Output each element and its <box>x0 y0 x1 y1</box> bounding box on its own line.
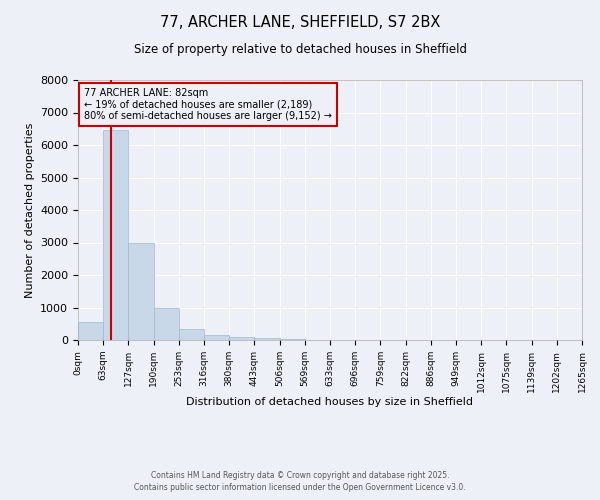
Bar <box>179 328 204 340</box>
Text: Size of property relative to detached houses in Sheffield: Size of property relative to detached ho… <box>133 42 467 56</box>
Text: 77, ARCHER LANE, SHEFFIELD, S7 2BX: 77, ARCHER LANE, SHEFFIELD, S7 2BX <box>160 15 440 30</box>
Y-axis label: Number of detached properties: Number of detached properties <box>25 122 35 298</box>
Bar <box>254 338 280 340</box>
Text: Contains public sector information licensed under the Open Government Licence v3: Contains public sector information licen… <box>134 484 466 492</box>
Bar <box>103 130 128 340</box>
Bar <box>204 335 229 340</box>
Bar <box>154 308 179 340</box>
Text: Contains HM Land Registry data © Crown copyright and database right 2025.: Contains HM Land Registry data © Crown c… <box>151 471 449 480</box>
Bar <box>128 243 154 340</box>
X-axis label: Distribution of detached houses by size in Sheffield: Distribution of detached houses by size … <box>187 398 473 407</box>
Bar <box>280 339 305 340</box>
Bar <box>78 322 103 340</box>
Bar <box>229 337 254 340</box>
Text: 77 ARCHER LANE: 82sqm
← 19% of detached houses are smaller (2,189)
80% of semi-d: 77 ARCHER LANE: 82sqm ← 19% of detached … <box>84 88 332 122</box>
